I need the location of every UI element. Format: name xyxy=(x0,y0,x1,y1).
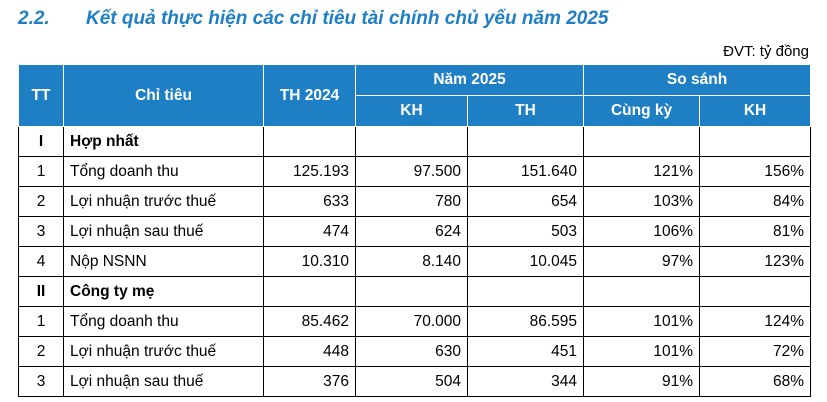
row-kh: 97.500 xyxy=(355,156,468,187)
row-name: Lợi nhuận sau thuế xyxy=(63,216,264,247)
row-name: Nộp NSNN xyxy=(63,246,264,277)
row-kh: 624 xyxy=(355,216,468,247)
row-name: Lợi nhuận trước thuế xyxy=(63,186,264,217)
header-kh-pct: KH xyxy=(699,95,812,127)
row-th2024: 125.193 xyxy=(263,156,356,187)
row-kh: 8.140 xyxy=(355,246,468,277)
row-th: 344 xyxy=(466,366,585,397)
table-row: 4 Nộp NSNN 10.310 8.140 10.045 97% 123% xyxy=(18,246,812,277)
section-title: Kết quả thực hiện các chỉ tiêu tài chính… xyxy=(86,8,609,29)
row-th2024: 633 xyxy=(263,186,356,217)
table-row: 3 Lợi nhuận sau thuế 376 504 344 91% 68% xyxy=(18,366,812,397)
row-name: Tổng doanh thu xyxy=(63,156,264,187)
table-row: 1 Tổng doanh thu 125.193 97.500 151.640 … xyxy=(18,156,812,187)
row-th: 86.595 xyxy=(466,306,585,337)
row-name: Lợi nhuận trước thuế xyxy=(63,336,264,367)
row-kh: 630 xyxy=(355,336,468,367)
row-th2024: 85.462 xyxy=(263,306,356,337)
row-th: 151.640 xyxy=(466,156,585,187)
row-name: Tổng doanh thu xyxy=(63,306,264,337)
section-heading: 2.2. Kết quả thực hiện các chỉ tiêu tài … xyxy=(18,6,608,32)
row-kh-pct: 123% xyxy=(699,246,812,277)
row-th: 10.045 xyxy=(466,246,585,277)
row-th: 503 xyxy=(466,216,585,247)
row-tt: 1 xyxy=(18,306,64,337)
section-number-cell: II xyxy=(18,276,64,307)
row-th2024: 376 xyxy=(263,366,356,397)
table-row: 2 Lợi nhuận trước thuế 633 780 654 103% … xyxy=(18,186,812,217)
row-tt: 2 xyxy=(18,186,64,217)
financial-table: TT Chỉ tiêu TH 2024 Năm 2025 So sánh KH … xyxy=(18,64,812,397)
table-row: 3 Lợi nhuận sau thuế 474 624 503 106% 81… xyxy=(18,216,812,247)
row-th: 654 xyxy=(466,186,585,217)
header-kh: KH xyxy=(355,95,468,127)
row-th2024: 10.310 xyxy=(263,246,356,277)
row-kh-pct: 84% xyxy=(699,186,812,217)
header-chi-tieu: Chỉ tiêu xyxy=(63,64,264,127)
row-kh-pct: 68% xyxy=(699,366,812,397)
row-cung-ky: 91% xyxy=(583,366,701,397)
row-kh-pct: 156% xyxy=(699,156,812,187)
table-row: 2 Lợi nhuận trước thuế 448 630 451 101% … xyxy=(18,336,812,367)
section-name-cell: Công ty mẹ xyxy=(63,276,264,307)
header-th: TH xyxy=(466,95,585,127)
row-tt: 3 xyxy=(18,216,64,247)
row-name: Lợi nhuận sau thuế xyxy=(63,366,264,397)
section-row: I Hợp nhất xyxy=(18,126,812,157)
row-tt: 2 xyxy=(18,336,64,367)
row-th2024: 448 xyxy=(263,336,356,367)
header-nam-2025: Năm 2025 xyxy=(354,64,585,96)
header-cung-ky: Cùng kỳ xyxy=(583,95,701,127)
row-th: 451 xyxy=(466,336,585,367)
row-tt: 4 xyxy=(18,246,64,277)
row-tt: 3 xyxy=(18,366,64,397)
row-cung-ky: 106% xyxy=(583,216,701,247)
table-row: 1 Tổng doanh thu 85.462 70.000 86.595 10… xyxy=(18,306,812,337)
row-kh: 504 xyxy=(355,366,468,397)
row-kh-pct: 81% xyxy=(699,216,812,247)
section-name-cell: Hợp nhất xyxy=(63,126,264,157)
header-tt: TT xyxy=(18,64,64,127)
section-row: II Công ty mẹ xyxy=(18,276,812,307)
section-number-cell: I xyxy=(18,126,64,157)
row-cung-ky: 101% xyxy=(583,306,701,337)
row-kh: 70.000 xyxy=(355,306,468,337)
section-number: 2.2. xyxy=(18,8,50,29)
row-kh: 780 xyxy=(355,186,468,217)
row-cung-ky: 97% xyxy=(583,246,701,277)
header-th-2024: TH 2024 xyxy=(263,64,356,127)
row-kh-pct: 124% xyxy=(699,306,812,337)
unit-label: ĐVT: tỷ đồng xyxy=(723,43,809,60)
row-cung-ky: 101% xyxy=(583,336,701,367)
row-cung-ky: 103% xyxy=(583,186,701,217)
header-so-sanh: So sánh xyxy=(583,64,812,96)
row-th2024: 474 xyxy=(263,216,356,247)
row-kh-pct: 72% xyxy=(699,336,812,367)
row-cung-ky: 121% xyxy=(583,156,701,187)
row-tt: 1 xyxy=(18,156,64,187)
